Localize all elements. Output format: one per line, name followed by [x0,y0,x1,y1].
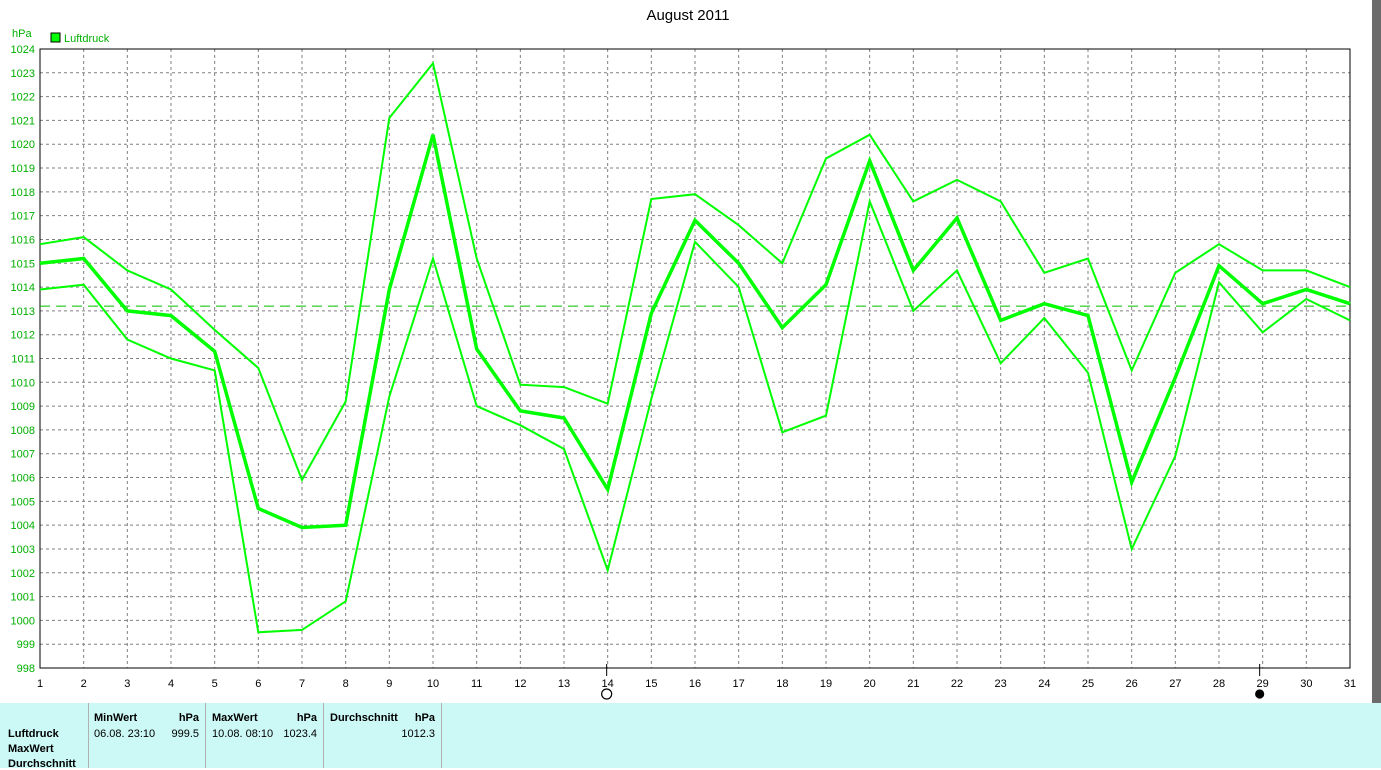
avg-column: Durchschnitt hPa 1012.3 [323,703,441,768]
min-unit: hPa [178,712,199,724]
max-column: MaxWert hPa 10.08. 08:10 1023.4 [205,703,323,768]
y-tick-label: 1001 [11,592,35,604]
y-tick-label: 1002 [11,568,35,580]
x-tick-label: 7 [299,678,305,690]
full-moon-icon [601,688,613,700]
x-tick-label: 31 [1344,678,1356,690]
grid [39,48,1351,669]
x-tick-label: 23 [995,678,1007,690]
x-tick-label: 12 [514,678,526,690]
chart-title: August 2011 [646,7,729,24]
separator [323,703,324,768]
legend: Luftdruck [50,32,110,45]
y-tick-label: 1006 [11,473,35,485]
y-tick-label: 1018 [11,187,35,199]
x-tick-label: 27 [1169,678,1181,690]
avg-unit: hPa [414,712,435,724]
x-tick-label: 13 [558,678,570,690]
x-tick-label: 14 [602,678,614,690]
min-datetime: 06.08. 23:10 [94,728,156,740]
series-line-min [39,197,1351,634]
x-tick-label: 6 [255,678,261,690]
avg-header: Durchschnitt [330,712,398,724]
separator [205,703,206,768]
legend-swatch-luftdruck [50,32,61,43]
x-tick-label: 24 [1038,678,1050,690]
x-tick-label: 17 [733,678,745,690]
series-line-max [39,61,1351,483]
x-tick-label: 3 [124,678,130,690]
y-tick-label: 1014 [11,282,35,294]
y-axis-ticks: 998 999 1000 1001 1002 1003 1004 1005 1006 1007 10… [11,44,35,675]
max-header: MaxWert [212,712,258,724]
y-tick-label: 999 [17,639,35,651]
y-tick-label: 1003 [11,544,35,556]
x-tick-label: 1 [37,678,43,690]
separator [88,703,89,768]
max-value: 1023.4 [283,728,317,740]
chart: August 2011 hPa Luftdruck 998 999 1000 1001… [11,7,1356,700]
x-tick-label: 21 [907,678,919,690]
row-label-durchschnitt: Durchschnitt [8,758,76,770]
min-header: MinWert [94,712,138,724]
y-tick-label: 1024 [11,44,35,56]
x-tick-label: 19 [820,678,832,690]
y-tick-label: 1023 [11,68,35,80]
y-tick-label: 1012 [11,330,35,342]
x-tick-label: 18 [776,678,788,690]
y-tick-label: 1000 [11,615,35,627]
y-axis-unit: hPa [12,28,32,40]
y-tick-label: 1015 [11,258,35,270]
plot-frame [39,48,1351,669]
x-tick-label: 22 [951,678,963,690]
x-tick-label: 30 [1300,678,1312,690]
x-tick-label: 2 [81,678,87,690]
x-tick-label: 10 [427,678,439,690]
y-tick-label: 1022 [11,92,35,104]
series [39,61,1351,634]
x-tick-label: 9 [386,678,392,690]
x-tick-label: 15 [645,678,657,690]
y-tick-label: 1007 [11,449,35,461]
scrollbar[interactable] [1372,0,1381,703]
y-tick-label: 1017 [11,211,35,223]
legend-label-luftdruck: Luftdruck [64,33,110,45]
y-tick-label: 1019 [11,163,35,175]
separator [441,703,442,768]
x-tick-label: 20 [864,678,876,690]
x-tick-label: 16 [689,678,701,690]
x-tick-label: 29 [1257,678,1269,690]
y-tick-label: 1008 [11,425,35,437]
x-tick-label: 26 [1126,678,1138,690]
min-value: 999.5 [171,728,199,740]
y-tick-label: 1016 [11,234,35,246]
y-tick-label: 1005 [11,496,35,508]
max-unit: hPa [296,712,317,724]
moon-markers [601,664,1265,700]
x-tick-label: 5 [212,678,218,690]
min-column: MinWert hPa 06.08. 23:10 999.5 [88,703,205,768]
row-label-luftdruck: Luftdruck [8,728,59,740]
series-line-avg [39,134,1351,530]
max-datetime: 10.08. 08:10 [212,728,274,740]
x-tick-label: 8 [343,678,349,690]
summary-panel: Luftdruck MaxWert Durchschnitt MinWert h… [0,703,1381,770]
x-axis-ticks: 1 2 3 4 5 6 7 8 9 10 11 12 13 14 15 16 17 18 19 20 21 22 23 24 2… [37,678,1356,690]
y-tick-label: 998 [17,663,35,675]
y-tick-label: 1004 [11,520,35,532]
y-tick-label: 1021 [11,115,35,127]
avg-value: 1012.3 [401,728,435,740]
y-tick-label: 1013 [11,306,35,318]
y-tick-label: 1020 [11,139,35,151]
new-moon-icon [1255,689,1265,699]
x-tick-label: 28 [1213,678,1225,690]
y-tick-label: 1011 [11,354,35,366]
x-tick-label: 11 [471,678,482,690]
row-label-maxwert: MaxWert [8,743,54,755]
x-tick-label: 25 [1082,678,1094,690]
x-tick-label: 4 [168,678,174,690]
y-tick-label: 1010 [11,377,35,389]
y-tick-label: 1009 [11,401,35,413]
